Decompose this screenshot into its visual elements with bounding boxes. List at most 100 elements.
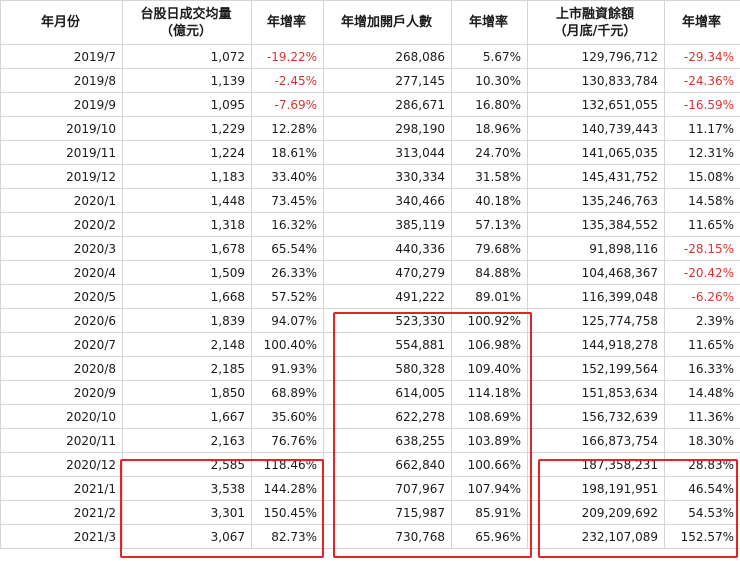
cell-accounts-yoy: 84.88% [451,260,528,285]
header-month: 年月份 [0,0,123,45]
header-volume-yoy: 年增率 [251,0,324,45]
cell-accounts-yoy: 108.69% [451,404,528,429]
cell-margin-balance: 116,399,048 [527,284,665,309]
cell-accounts-yoy: 65.96% [451,524,528,549]
cell-volume-yoy: 12.28% [251,116,324,141]
cell-volume-yoy: 26.33% [251,260,324,285]
cell-margin-balance: 209,209,692 [527,500,665,525]
cell-margin-balance: 156,732,639 [527,404,665,429]
cell-volume-yoy: 118.46% [251,452,324,477]
cell-volume-yoy: -2.45% [251,68,324,93]
cell-accounts-yoy: 18.96% [451,116,528,141]
cell-margin-balance: 132,651,055 [527,92,665,117]
cell-volume-yoy: 150.45% [251,500,324,525]
cell-new-accounts: 491,222 [323,284,452,309]
cell-margin-balance: 187,358,231 [527,452,665,477]
cell-margin-yoy: 11.36% [664,404,740,429]
cell-new-accounts: 440,336 [323,236,452,261]
cell-margin-balance: 135,384,552 [527,212,665,237]
header-row: 年月份 台股日成交均量 （億元） 年增率 年增加開戶人數 年增率 上市融資餘額 （月… [0,0,740,45]
cell-margin-yoy: 152.57% [664,524,740,549]
cell-avg-volume: 1,229 [122,116,252,141]
cell-month: 2020/11 [0,428,123,453]
cell-month: 2019/11 [0,140,123,165]
cell-margin-yoy: 11.17% [664,116,740,141]
cell-volume-yoy: 35.60% [251,404,324,429]
cell-margin-yoy: 11.65% [664,332,740,357]
cell-margin-yoy: -28.15% [664,236,740,261]
cell-accounts-yoy: 24.70% [451,140,528,165]
cell-new-accounts: 523,330 [323,308,452,333]
cell-margin-yoy: 14.58% [664,188,740,213]
cell-new-accounts: 730,768 [323,524,452,549]
cell-avg-volume: 1,318 [122,212,252,237]
cell-avg-volume: 1,139 [122,68,252,93]
cell-month: 2020/5 [0,284,123,309]
cell-volume-yoy: 76.76% [251,428,324,453]
cell-month: 2021/1 [0,476,123,501]
table-row: 2020/12 2,585 118.46% 662,840 100.66% 187,358… [0,452,740,477]
cell-month: 2020/2 [0,212,123,237]
cell-margin-yoy: -29.34% [664,44,740,69]
cell-avg-volume: 1,839 [122,308,252,333]
cell-accounts-yoy: 85.91% [451,500,528,525]
cell-accounts-yoy: 107.94% [451,476,528,501]
cell-avg-volume: 3,538 [122,476,252,501]
table-row: 2020/9 1,850 68.89% 614,005 114.18% 151,853,6… [0,380,740,405]
table-row: 2019/11 1,224 18.61% 313,044 24.70% 141,065,0… [0,140,740,165]
table-row: 2020/11 2,163 76.76% 638,255 103.89% 166,873,… [0,428,740,453]
cell-margin-yoy: 46.54% [664,476,740,501]
cell-margin-balance: 152,199,564 [527,356,665,381]
cell-accounts-yoy: 16.80% [451,92,528,117]
table-row: 2020/5 1,668 57.52% 491,222 89.01% 116,399,04… [0,284,740,309]
cell-volume-yoy: 94.07% [251,308,324,333]
table-row: 2020/7 2,148 100.40% 554,881 106.98% 144,918,… [0,332,740,357]
table-row: 2019/12 1,183 33.40% 330,334 31.58% 145,431,7… [0,164,740,189]
cell-month: 2020/4 [0,260,123,285]
cell-new-accounts: 313,044 [323,140,452,165]
cell-margin-yoy: 11.65% [664,212,740,237]
cell-accounts-yoy: 114.18% [451,380,528,405]
cell-margin-yoy: 28.83% [664,452,740,477]
header-avg-volume: 台股日成交均量 （億元） [122,0,252,45]
cell-accounts-yoy: 106.98% [451,332,528,357]
cell-month: 2021/2 [0,500,123,525]
cell-new-accounts: 622,278 [323,404,452,429]
cell-month: 2020/12 [0,452,123,477]
cell-month: 2019/12 [0,164,123,189]
cell-margin-yoy: 12.31% [664,140,740,165]
cell-avg-volume: 2,148 [122,332,252,357]
table-row: 2019/10 1,229 12.28% 298,190 18.96% 140,739,4… [0,116,740,141]
cell-month: 2020/9 [0,380,123,405]
table-row: 2019/8 1,139 -2.45% 277,145 10.30% 130,833,78… [0,68,740,93]
cell-new-accounts: 662,840 [323,452,452,477]
cell-accounts-yoy: 40.18% [451,188,528,213]
cell-avg-volume: 1,668 [122,284,252,309]
cell-new-accounts: 707,967 [323,476,452,501]
cell-margin-yoy: 54.53% [664,500,740,525]
cell-margin-balance: 125,774,758 [527,308,665,333]
cell-volume-yoy: 18.61% [251,140,324,165]
cell-margin-balance: 135,246,763 [527,188,665,213]
cell-volume-yoy: -19.22% [251,44,324,69]
cell-accounts-yoy: 89.01% [451,284,528,309]
cell-new-accounts: 638,255 [323,428,452,453]
cell-new-accounts: 330,334 [323,164,452,189]
cell-margin-yoy: 16.33% [664,356,740,381]
cell-volume-yoy: 16.32% [251,212,324,237]
table-row: 2020/8 2,185 91.93% 580,328 109.40% 152,199,5… [0,356,740,381]
cell-volume-yoy: -7.69% [251,92,324,117]
cell-month: 2020/8 [0,356,123,381]
cell-avg-volume: 3,067 [122,524,252,549]
cell-accounts-yoy: 5.67% [451,44,528,69]
cell-margin-balance: 166,873,754 [527,428,665,453]
cell-margin-balance: 144,918,278 [527,332,665,357]
table-row: 2020/3 1,678 65.54% 440,336 79.68% 91,898,116… [0,236,740,261]
cell-accounts-yoy: 79.68% [451,236,528,261]
table-row: 2020/4 1,509 26.33% 470,279 84.88% 104,468,36… [0,260,740,285]
cell-new-accounts: 715,987 [323,500,452,525]
cell-month: 2020/1 [0,188,123,213]
cell-accounts-yoy: 57.13% [451,212,528,237]
cell-accounts-yoy: 109.40% [451,356,528,381]
cell-margin-balance: 232,107,089 [527,524,665,549]
